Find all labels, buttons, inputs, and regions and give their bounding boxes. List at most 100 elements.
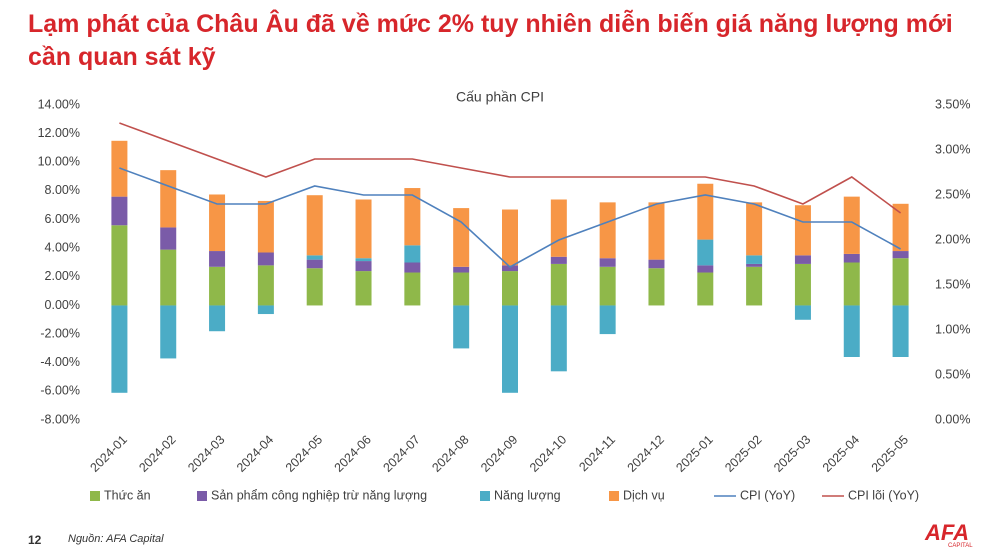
y-tick-label: 2.00% [45, 269, 80, 283]
legend-swatch [197, 491, 207, 501]
y2-tick-label: 2.00% [935, 232, 970, 246]
bar-segment [697, 239, 714, 266]
bar-segment [404, 188, 421, 246]
bar-segment [257, 200, 274, 253]
y-tick-label: 0.00% [45, 298, 80, 312]
bar-segment [843, 196, 860, 254]
slide-title: Lạm phát của Châu Âu đã về mức 2% tuy nh… [28, 10, 953, 71]
bar-segment [111, 196, 128, 226]
y2-tick-label: 1.00% [935, 322, 970, 336]
bar-segment [599, 266, 616, 306]
bar-segment [453, 208, 470, 267]
y2-tick-label: 1.50% [935, 277, 970, 291]
x-tick-label: 2025-01 [673, 433, 715, 475]
bar-segment [355, 271, 372, 306]
y-tick-label: -6.00% [40, 384, 80, 398]
bar-segment [843, 305, 860, 357]
bar-segment [697, 272, 714, 306]
x-tick-label: 2024-10 [527, 433, 569, 475]
bar-segment [160, 227, 177, 250]
bar-segment [404, 245, 421, 263]
bar-segment [697, 183, 714, 240]
y2-tick-label: 3.50% [935, 97, 970, 111]
legend-swatch [609, 491, 619, 501]
x-tick-label: 2025-02 [722, 433, 764, 475]
bar-segment [502, 265, 518, 272]
bar-segment [892, 258, 909, 306]
bar-segment [794, 263, 811, 306]
bar-segment [892, 251, 909, 259]
bar-segment [502, 271, 518, 306]
bar-segment [599, 202, 616, 259]
bar-segment [550, 199, 567, 257]
bar-segment [648, 259, 665, 269]
logo: AFA [925, 520, 969, 545]
bar-segment [794, 255, 811, 264]
bar-segment [843, 262, 860, 306]
bar-segment [746, 263, 763, 267]
x-tick-label: 2024-05 [283, 433, 325, 475]
y2-tick-label: 3.00% [935, 142, 970, 156]
bar-segment [502, 209, 518, 266]
bar-segment [209, 305, 226, 332]
y-tick-label: 8.00% [45, 183, 80, 197]
x-tick-label: 2025-04 [820, 433, 862, 475]
bar-segment [257, 265, 274, 306]
page-number: 12 [28, 533, 42, 547]
x-tick-label: 2024-03 [185, 433, 227, 475]
bar-segment [648, 202, 665, 260]
x-tick-label: 2024-01 [88, 433, 130, 475]
bar-segment [892, 203, 909, 252]
bar-segment [794, 205, 811, 256]
bar-segment [355, 258, 372, 262]
bar-segment [550, 263, 567, 306]
legend-label: Năng lượng [494, 488, 561, 502]
x-tick-label: 2025-03 [771, 433, 813, 475]
bar-segment [648, 268, 665, 306]
y-tick-label: 14.00% [38, 97, 80, 111]
legend-swatch [480, 491, 490, 501]
bar-segment [453, 305, 470, 349]
y2-tick-label: 2.50% [935, 187, 970, 201]
legend-swatch [90, 491, 100, 501]
bar-segment [404, 262, 421, 273]
bar-segment [111, 225, 128, 306]
bar-segment [502, 305, 518, 393]
bar-segment [404, 272, 421, 306]
x-tick-label: 2024-02 [136, 433, 178, 475]
bar-segment [209, 251, 226, 267]
x-tick-label: 2024-07 [380, 433, 422, 475]
bar-segment [257, 305, 274, 315]
bar-segment [550, 256, 567, 264]
legend-label: CPI (YoY) [740, 488, 795, 502]
legend-label: Sản phẩm công nghiệp trừ năng lượng [211, 488, 427, 502]
bar-segment [111, 305, 128, 393]
bar-segment [355, 261, 372, 272]
x-tick-label: 2024-09 [478, 433, 520, 475]
y-tick-label: 12.00% [38, 126, 80, 140]
bar-segment [550, 305, 567, 372]
y-tick-label: -8.00% [40, 412, 80, 426]
bar-segment [453, 266, 470, 273]
y-tick-label: 10.00% [38, 155, 80, 169]
x-tick-label: 2024-06 [332, 433, 374, 475]
bar-segment [209, 194, 226, 252]
source: Nguồn: AFA Capital [68, 533, 164, 545]
y-tick-label: -4.00% [40, 355, 80, 369]
bar-segment [257, 252, 274, 266]
bar-segment [843, 253, 860, 263]
line-series [119, 122, 902, 214]
bar-segment [599, 258, 616, 267]
bar-segment [892, 305, 909, 357]
line-series [119, 167, 901, 268]
chart-title: Cấu phần CPI [456, 89, 544, 105]
bar-segment [160, 305, 177, 359]
legend-label: CPI lõi (YoY) [848, 488, 919, 502]
y-tick-label: 4.00% [45, 240, 80, 254]
bar-segment [697, 265, 714, 273]
bar-segment [794, 305, 811, 320]
bar-segment [746, 255, 763, 264]
bar-segment [306, 268, 323, 306]
